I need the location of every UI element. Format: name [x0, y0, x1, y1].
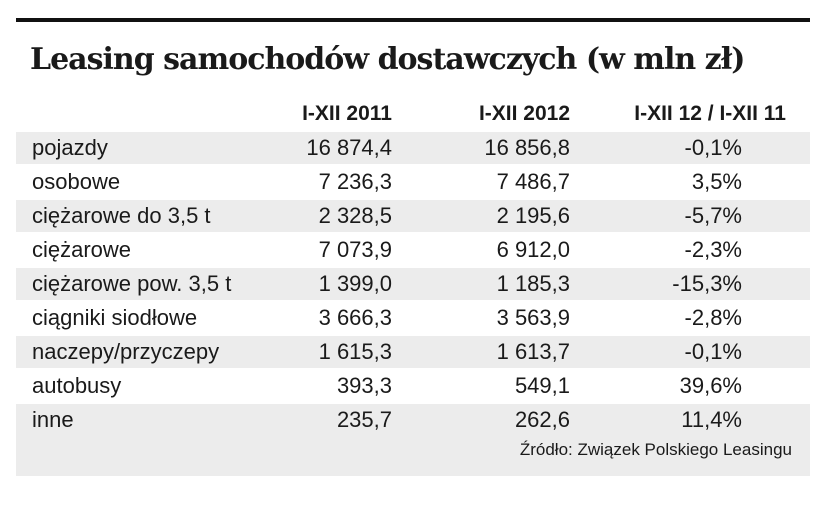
- table-row: pojazdy 16 874,4 16 856,8 -0,1%: [16, 132, 810, 166]
- row-label: inne: [32, 407, 74, 432]
- table-row: ciężarowe 7 073,9 6 912,0 -2,3%: [16, 234, 810, 268]
- row-label: autobusy: [32, 373, 122, 398]
- row-label: ciężarowe pow. 3,5 t: [32, 271, 232, 296]
- row-label: ciągniki siodłowe: [32, 305, 198, 330]
- column-header-2011: I-XII 2011: [302, 102, 392, 125]
- cell-2011: 3 666,3: [318, 305, 392, 330]
- table-row: autobusy 393,3 549,1 39,6%: [16, 370, 810, 404]
- cell-2011: 7 236,3: [318, 169, 392, 194]
- cell-2012: 16 856,8: [484, 135, 570, 160]
- cell-change: 3,5%: [691, 169, 742, 194]
- row-label: osobowe: [32, 169, 121, 194]
- cell-2012: 262,6: [514, 407, 570, 432]
- row-label: ciężarowe: [32, 237, 132, 262]
- cell-change: 11,4%: [681, 407, 742, 432]
- chart-title: Leasing samochodów dostawczych (w mln zł…: [30, 42, 745, 77]
- cell-2011: 393,3: [336, 373, 392, 398]
- table-row: ciężarowe pow. 3,5 t 1 399,0 1 185,3 -15,3%: [16, 268, 810, 302]
- source-bar: [16, 436, 810, 476]
- column-header-change: I-XII 12 / I-XII 11: [634, 102, 786, 125]
- cell-2012: 2 195,6: [496, 203, 570, 228]
- cell-2012: 6 912,0: [496, 237, 570, 262]
- cell-change: 39,6%: [679, 373, 742, 398]
- cell-change: -0,1%: [684, 339, 742, 364]
- row-label: ciężarowe do 3,5 t: [32, 203, 211, 228]
- cell-2012: 1 185,3: [496, 271, 570, 296]
- source-note: Źródło: Związek Polskiego Leasingu: [519, 440, 792, 459]
- table-body: pojazdy 16 874,4 16 856,8 -0,1% osobowe 7 236…: [16, 132, 810, 438]
- cell-2011: 1 399,0: [318, 271, 392, 296]
- cell-2012: 1 613,7: [496, 339, 570, 364]
- row-label: naczepy/przyczepy: [32, 339, 220, 364]
- table-row: osobowe 7 236,3 7 486,7 3,5%: [16, 166, 810, 200]
- cell-2011: 2 328,5: [318, 203, 392, 228]
- cell-2011: 235,7: [336, 407, 392, 432]
- table-row: naczepy/przyczepy 1 615,3 1 613,7 -0,1%: [16, 336, 810, 370]
- table-row: ciężarowe do 3,5 t 2 328,5 2 195,6 -5,7%: [16, 200, 810, 234]
- cell-2012: 3 563,9: [496, 305, 570, 330]
- cell-change: -5,7%: [684, 203, 742, 228]
- cell-2011: 1 615,3: [318, 339, 392, 364]
- cell-change: -2,3%: [684, 237, 742, 262]
- row-label: pojazdy: [32, 135, 108, 160]
- cell-change: -2,8%: [684, 305, 742, 330]
- table-row: ciągniki siodłowe 3 666,3 3 563,9 -2,8%: [16, 302, 810, 336]
- cell-2012: 549,1: [514, 373, 570, 398]
- cell-2012: 7 486,7: [496, 169, 570, 194]
- cell-change: -0,1%: [684, 135, 742, 160]
- table-panel: Leasing samochodów dostawczych (w mln zł…: [16, 18, 810, 492]
- cell-2011: 16 874,4: [306, 135, 392, 160]
- table-row: inne 235,7 262,6 11,4%: [16, 404, 810, 438]
- cell-2011: 7 073,9: [318, 237, 392, 262]
- column-header-2012: I-XII 2012: [478, 102, 570, 125]
- cell-change: -15,3%: [672, 271, 742, 296]
